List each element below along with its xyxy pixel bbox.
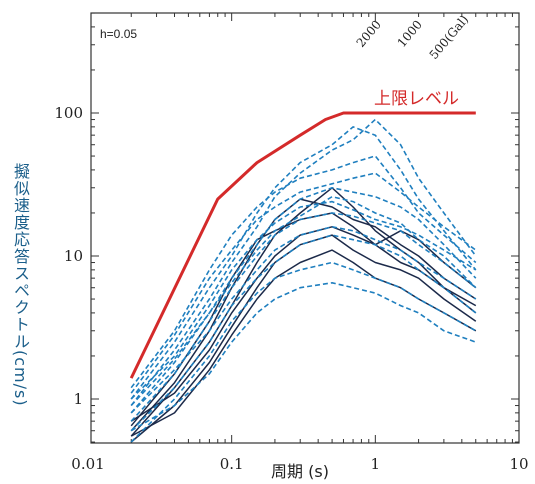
x-tick-label: 0.01: [71, 455, 104, 473]
series-line-16: [130, 195, 477, 407]
damping-label: h=0.05: [100, 27, 137, 41]
upper-limit-label: 上限レベル: [374, 89, 459, 109]
y-tick-label: 1: [73, 390, 83, 408]
x-tick-label: 0.1: [220, 455, 244, 473]
x-axis-title: 周期 (s): [271, 462, 329, 481]
series-line-6: [130, 126, 477, 400]
series-line-12: [130, 234, 477, 432]
series-line-4: [130, 226, 477, 422]
series-line-11: [130, 212, 477, 422]
series-line-17: [130, 226, 477, 414]
series-line-15: [130, 200, 477, 400]
reference-label-1000: 1000: [395, 18, 425, 50]
reference-label-2000: 2000: [354, 18, 384, 50]
tick-labels: 0.01 0.1 1 10 1 10 100: [54, 104, 528, 473]
series-line-14: [130, 281, 477, 432]
series-line-7: [130, 118, 477, 406]
series-line-9: [130, 187, 477, 414]
series-line-8: [130, 155, 477, 389]
plot-frame: [90, 12, 520, 444]
x-tick-label: 1: [371, 455, 381, 473]
y-tick-label: 100: [54, 104, 83, 122]
y-axis-title: 擬似速度応答スペクトル(cm/s): [11, 163, 30, 407]
series-line-1: [130, 198, 477, 432]
grid: [91, 12, 519, 443]
series-line-13: [130, 261, 477, 443]
series-line-2: [130, 234, 477, 443]
series-group: [130, 118, 477, 443]
upper-limit-group: [129, 111, 476, 379]
series-line-3: [130, 212, 477, 427]
y-tick-label: 10: [64, 247, 83, 265]
reference-label-500gal: 500(Gal): [427, 12, 472, 61]
upper-limit-line: [129, 111, 476, 379]
series-line-10: [130, 172, 477, 394]
x-tick-label: 10: [509, 455, 528, 473]
